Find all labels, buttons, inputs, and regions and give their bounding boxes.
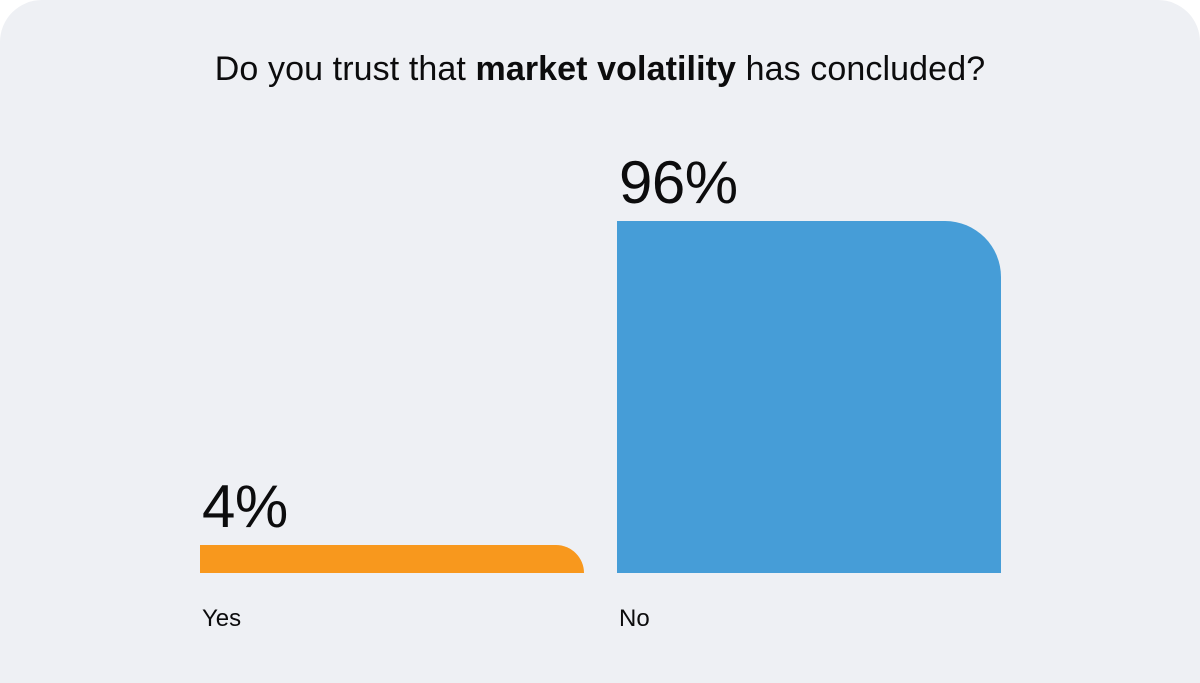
bar-no bbox=[617, 221, 1001, 573]
title-prefix: Do you trust that bbox=[214, 50, 476, 88]
page-title: Do you trust that market volatility has … bbox=[0, 50, 1200, 89]
bar-yes bbox=[200, 545, 584, 573]
title-suffix: has concluded? bbox=[736, 50, 986, 88]
value-label-no: 96% bbox=[619, 148, 738, 216]
bar-group-no: 96% No bbox=[617, 148, 1001, 632]
value-label-yes: 4% bbox=[202, 472, 288, 540]
bar-group-yes: 4% Yes bbox=[200, 472, 584, 632]
category-label-no: No bbox=[619, 605, 650, 632]
title-emphasis: market volatility bbox=[475, 50, 737, 88]
category-label-yes: Yes bbox=[202, 605, 242, 632]
